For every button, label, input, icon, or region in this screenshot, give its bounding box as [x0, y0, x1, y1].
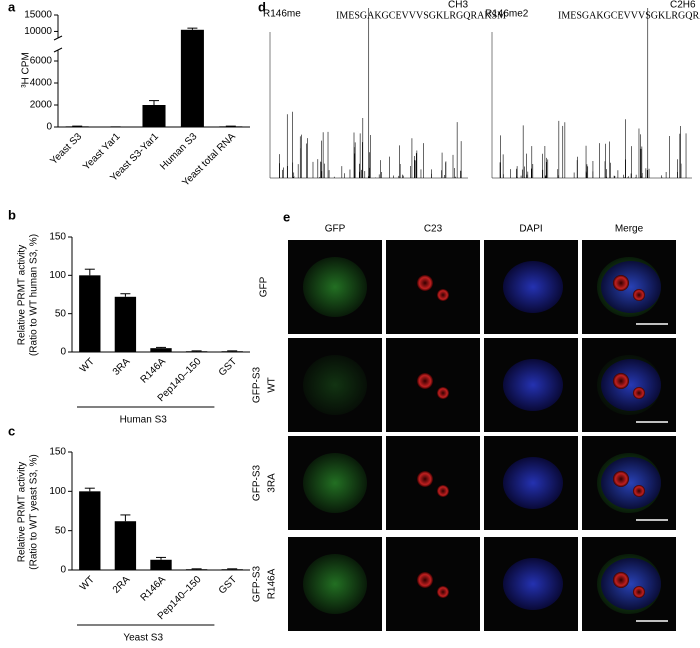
column-label: GFP — [325, 224, 346, 235]
row-label: GFP — [259, 276, 270, 297]
nucleolus — [613, 471, 629, 487]
y-axis-label: Relative PRMT activity — [17, 245, 28, 345]
modification: C2H6 — [670, 0, 696, 11]
nucleus — [601, 457, 661, 509]
x-tick-label: WT — [78, 574, 97, 593]
y-axis-label: (Ratio to WT yeast S3, %) — [29, 454, 40, 569]
spectrum-title: R146me2 — [485, 9, 529, 20]
spectrum-title: R146me — [263, 9, 301, 20]
nucleolus — [437, 586, 449, 598]
nucleolus — [633, 485, 645, 497]
x-tick-label: R146A — [139, 574, 169, 604]
y-tick-label: 50 — [55, 525, 67, 536]
y-tick-label: 0 — [46, 122, 52, 133]
nucleolus — [633, 586, 645, 598]
x-tick-label: 2RA — [111, 574, 133, 596]
nucleolus — [417, 572, 433, 588]
nucleolus — [613, 572, 629, 588]
nucleolus — [417, 471, 433, 487]
bar — [186, 569, 207, 570]
group-label: Yeast S3 — [123, 633, 163, 643]
y-tick-label: 0 — [60, 565, 66, 576]
nucleolus — [437, 387, 449, 399]
nucleolus — [613, 275, 629, 291]
group-label: Human S3 — [120, 415, 168, 426]
column-label: DAPI — [519, 224, 542, 235]
nucleolus — [417, 373, 433, 389]
bar — [79, 491, 100, 570]
peptide-sequence: IMESGAKGCEVVVSGKLRGQRAKSM — [558, 10, 700, 21]
micrograph — [386, 436, 480, 530]
nucleolus — [437, 485, 449, 497]
peptide-sequence: IMESGAKGCEVVVSGKLRGQRAKSM — [336, 10, 506, 21]
nucleus — [503, 261, 563, 313]
x-tick-label: R146A — [139, 356, 169, 386]
nucleolus — [417, 275, 433, 291]
y-axis-label: (Ratio to WT human S3, %) — [29, 234, 40, 356]
cell-gfp — [303, 257, 367, 317]
panel-label: b — [8, 207, 16, 222]
y-tick-label: 0 — [60, 347, 66, 358]
y-tick-label: 150 — [49, 447, 66, 458]
y-tick-label: 50 — [55, 308, 67, 319]
column-label: Merge — [615, 224, 644, 235]
nucleolus — [437, 289, 449, 301]
x-tick-label: Human S3 — [158, 131, 199, 172]
y-tick-label: 100 — [49, 270, 66, 281]
column-label: C23 — [424, 224, 443, 235]
x-tick-label: Yeast S3 — [48, 131, 84, 167]
cell-gfp — [303, 453, 367, 513]
y-axis-label: Relative PRMT activity — [17, 462, 28, 562]
nucleus — [601, 261, 661, 313]
y-tick-label: 10000 — [24, 26, 52, 37]
panel-label: a — [8, 0, 16, 14]
cell-gfp — [303, 355, 367, 415]
bar — [142, 105, 165, 127]
nucleus — [503, 359, 563, 411]
row-label: GFP-S3 — [252, 367, 263, 404]
x-tick-label: GST — [217, 574, 239, 596]
y-axis-label: ³H CPM — [21, 52, 32, 88]
nucleus — [503, 457, 563, 509]
y-tick-label: 100 — [49, 486, 66, 497]
y-tick-label: 150 — [49, 232, 66, 243]
x-tick-label: WT — [78, 356, 97, 375]
y-tick-label: 4000 — [30, 78, 53, 89]
micrograph — [386, 338, 480, 432]
nucleolus — [633, 289, 645, 301]
nucleolus — [613, 373, 629, 389]
y-tick-label: 15000 — [24, 10, 52, 21]
micrograph — [386, 537, 480, 631]
y-tick-label: 6000 — [30, 56, 53, 67]
bar — [115, 521, 136, 570]
bar — [150, 560, 171, 570]
row-label: WT — [267, 377, 278, 393]
micrograph — [386, 240, 480, 334]
x-tick-label: GST — [217, 356, 239, 378]
modification: CH3 — [448, 0, 468, 11]
row-label: GFP-S3 — [252, 465, 263, 502]
bar — [150, 348, 171, 352]
row-label: R146A — [267, 568, 278, 599]
nucleus — [601, 558, 661, 610]
bar — [181, 30, 204, 127]
cell-gfp — [303, 554, 367, 614]
panel-label: e — [283, 209, 290, 224]
nucleus — [503, 558, 563, 610]
panel-label: c — [8, 423, 15, 438]
bar — [79, 275, 100, 352]
row-label: 3RA — [267, 473, 278, 493]
row-label: GFP-S3 — [252, 566, 263, 603]
y-tick-label: 2000 — [30, 100, 53, 111]
bar — [222, 569, 243, 570]
nucleus — [601, 359, 661, 411]
nucleolus — [633, 387, 645, 399]
bar — [115, 297, 136, 352]
x-tick-label: 3RA — [111, 356, 133, 378]
